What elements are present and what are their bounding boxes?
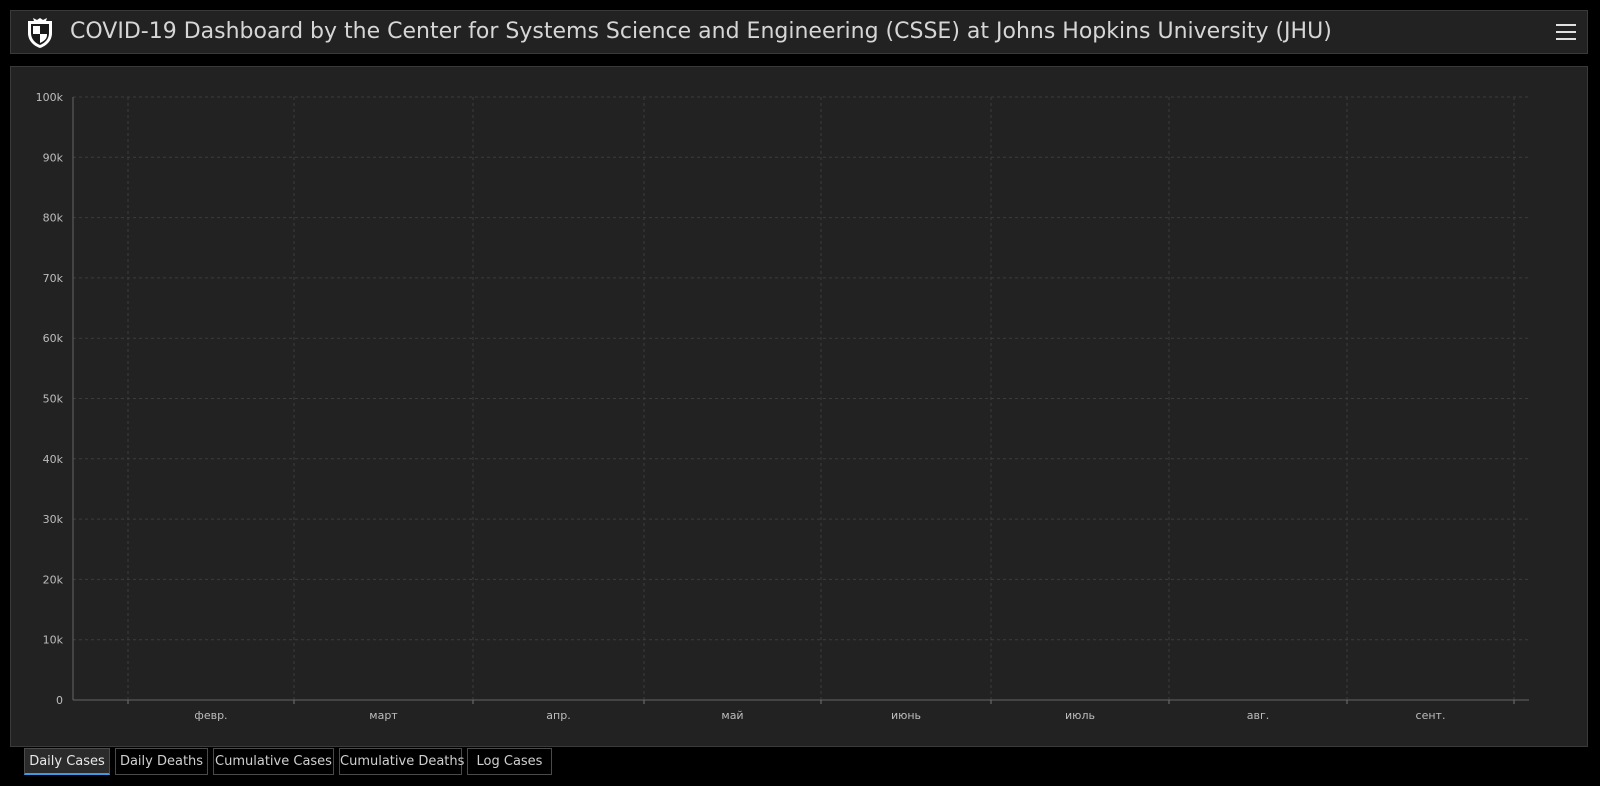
x-tick-label: апр. (546, 709, 570, 722)
x-tick-label: авг. (1247, 709, 1270, 722)
page-title: COVID-19 Dashboard by the Center for Sys… (70, 19, 1332, 44)
chart-panel: 0 10k 20k 30k 40k 50k 60k 70k 80k 90k 100k февр. мар… (10, 66, 1588, 747)
y-tick-label: 80k (43, 212, 64, 225)
y-tick-label: 10k (43, 634, 64, 647)
daily-cases-chart: 0 10k 20k 30k 40k 50k 60k 70k 80k 90k 100k февр. мар… (36, 91, 1529, 722)
tab-log-cases[interactable]: Log Cases (467, 748, 552, 775)
x-tick-label: май (721, 709, 743, 722)
x-tick-label: сент. (1416, 709, 1446, 722)
x-tick-label: июль (1065, 709, 1095, 722)
tab-daily-deaths[interactable]: Daily Deaths (115, 748, 208, 775)
dashboard-header: COVID-19 Dashboard by the Center for Sys… (10, 10, 1588, 54)
tab-daily-cases[interactable]: Daily Cases (24, 748, 110, 775)
y-tick-label: 60k (43, 332, 64, 345)
hamburger-menu-icon[interactable] (1555, 21, 1577, 43)
y-tick-label: 90k (43, 151, 64, 164)
y-tick-label: 50k (43, 393, 64, 406)
tab-cumulative-deaths[interactable]: Cumulative Deaths (339, 748, 464, 775)
y-tick-label: 30k (43, 513, 64, 526)
tab-cumulative-cases[interactable]: Cumulative Cases (213, 748, 334, 775)
y-tick-label: 70k (43, 272, 64, 285)
y-tick-label: 20k (43, 573, 64, 586)
x-tick-label: июнь (891, 709, 921, 722)
y-tick-label: 100k (36, 91, 64, 104)
x-tick-label: март (369, 709, 398, 722)
y-tick-label: 40k (43, 453, 64, 466)
jhu-shield-logo-icon (28, 18, 52, 48)
x-tick-label: февр. (194, 709, 227, 722)
y-tick-label: 0 (56, 694, 63, 707)
